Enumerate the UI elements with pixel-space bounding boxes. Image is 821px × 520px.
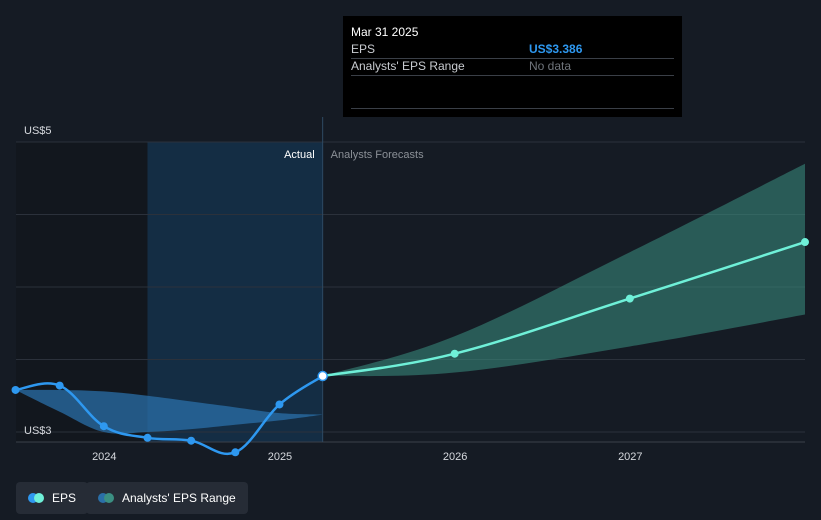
eps-point <box>55 381 64 390</box>
data-tooltip: Mar 31 2025 EPS US$3.386 Analysts' EPS R… <box>343 16 682 117</box>
forecast-section-label: Analysts Forecasts <box>331 149 424 161</box>
axes: US$5 US$3 <box>24 125 52 437</box>
eps-point <box>231 448 240 457</box>
eps-range-legend-icon <box>98 493 114 503</box>
eps-point <box>450 349 459 358</box>
eps-point <box>99 422 108 431</box>
eps-point <box>801 238 809 247</box>
eps-point <box>11 385 20 394</box>
eps-line-actual <box>15 374 324 456</box>
actual-section-label: Actual <box>284 149 315 161</box>
legend-label: Analysts' EPS Range <box>122 491 236 505</box>
x-tick-label: 2027 <box>618 451 642 463</box>
eps-points <box>11 238 809 457</box>
tooltip-label: EPS <box>351 42 376 56</box>
eps-point <box>275 400 284 409</box>
eps-point <box>625 294 634 303</box>
x-tick-label: 2026 <box>443 451 467 463</box>
tooltip-row-range: Analysts' EPS Range No data <box>351 58 674 76</box>
tooltip-date: Mar 31 2025 <box>351 25 419 39</box>
legend-label: EPS <box>52 491 77 505</box>
tooltip-value: US$3.386 <box>529 42 583 56</box>
eps-legend-icon <box>28 493 44 503</box>
eps-lines <box>15 240 806 456</box>
legend-item-eps-range[interactable]: Analysts' EPS Range <box>86 482 248 514</box>
selected-eps-point <box>317 370 328 382</box>
eps-line-forecast <box>322 240 806 378</box>
tooltip-value: No data <box>529 59 572 73</box>
y-tick-label: US$5 <box>24 125 52 137</box>
x-tick-label: 2024 <box>92 451 116 463</box>
x-tick-labels: 2024 2025 2026 2027 <box>92 451 642 463</box>
eps-range-area-forecast <box>322 163 805 377</box>
actual-highlight-zone <box>147 142 323 442</box>
eps-range-areas <box>15 163 805 434</box>
eps-point <box>143 433 152 442</box>
tooltip-label: Analysts' EPS Range <box>351 59 465 73</box>
eps-point <box>187 436 196 445</box>
tooltip-divider <box>351 108 674 109</box>
x-tick-label: 2025 <box>268 451 292 463</box>
legend-item-eps[interactable]: EPS <box>16 482 89 514</box>
tooltip-row-eps: EPS US$3.386 <box>351 41 674 59</box>
y-tick-label: US$3 <box>24 425 52 437</box>
eps-range-area-actual <box>15 389 323 434</box>
